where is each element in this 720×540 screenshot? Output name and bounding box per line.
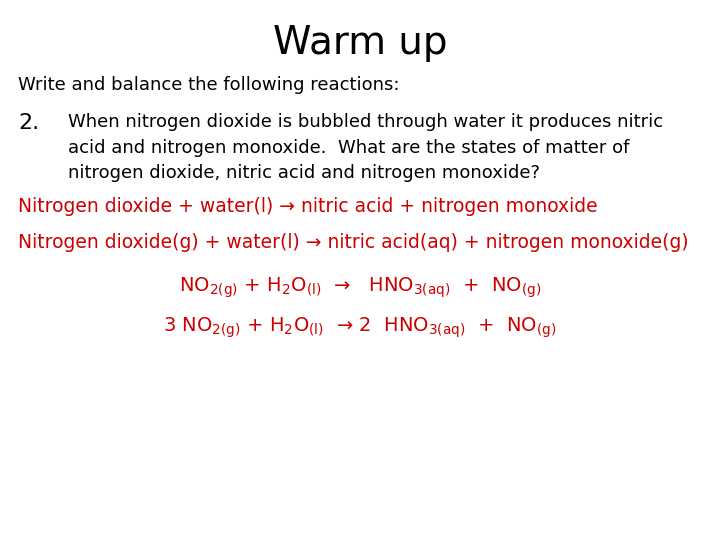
Text: Nitrogen dioxide + water(l) → nitric acid + nitrogen monoxide: Nitrogen dioxide + water(l) → nitric aci… bbox=[18, 197, 598, 216]
Text: When nitrogen dioxide is bubbled through water it produces nitric: When nitrogen dioxide is bubbled through… bbox=[68, 113, 664, 131]
Text: Write and balance the following reactions:: Write and balance the following reaction… bbox=[18, 76, 400, 93]
Text: 2.: 2. bbox=[18, 113, 39, 133]
Text: Nitrogen dioxide(g) + water(l) → nitric acid(aq) + nitrogen monoxide(g): Nitrogen dioxide(g) + water(l) → nitric … bbox=[18, 233, 688, 252]
Text: acid and nitrogen monoxide.  What are the states of matter of: acid and nitrogen monoxide. What are the… bbox=[68, 139, 630, 157]
Text: Warm up: Warm up bbox=[273, 24, 447, 62]
Text: 3 $\mathregular{NO_{2(g)}}$ + $\mathregular{H_2O_{(l)}}$  → 2  $\mathregular{HNO: 3 $\mathregular{NO_{2(g)}}$ + $\mathregu… bbox=[163, 316, 557, 340]
Text: nitrogen dioxide, nitric acid and nitrogen monoxide?: nitrogen dioxide, nitric acid and nitrog… bbox=[68, 164, 541, 182]
Text: $\mathregular{NO_{2(g)}}$ + $\mathregular{H_2O_{(l)}}$  →   $\mathregular{HNO_{3: $\mathregular{NO_{2(g)}}$ + $\mathregula… bbox=[179, 275, 541, 300]
